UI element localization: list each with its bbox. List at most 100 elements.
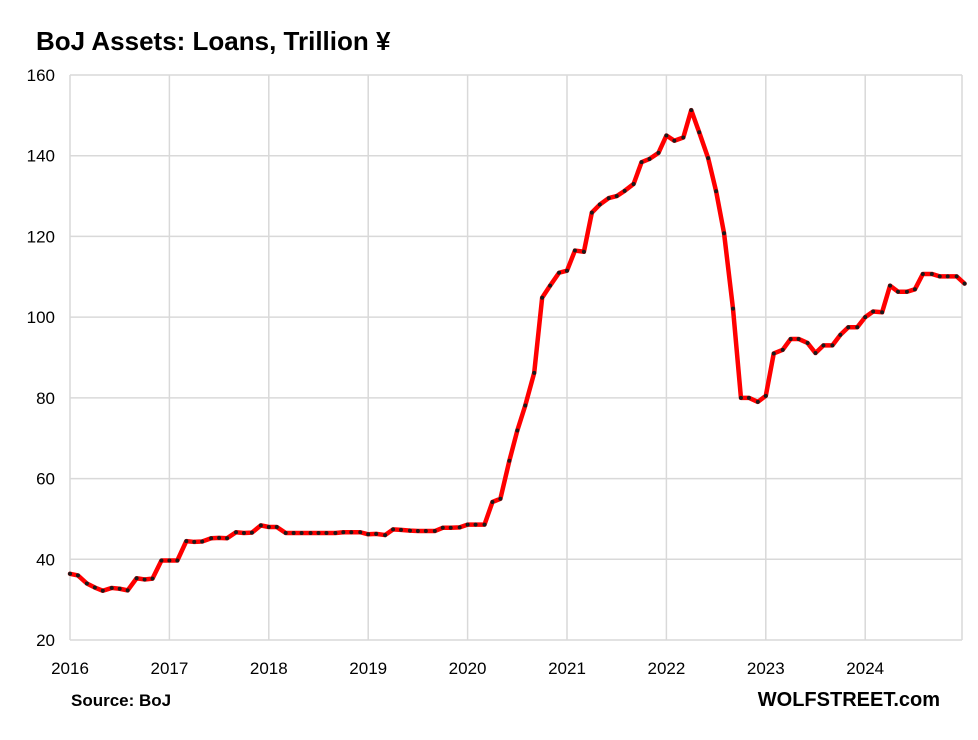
data-point — [589, 210, 594, 215]
x-tick-label: 2024 — [846, 659, 884, 678]
y-tick-label: 140 — [27, 147, 55, 166]
data-point — [482, 522, 487, 527]
series-line — [67, 107, 967, 594]
data-point — [68, 571, 72, 576]
data-point — [689, 108, 694, 113]
source-label: Source: BoJ — [71, 691, 171, 710]
data-point — [366, 532, 371, 537]
data-point — [557, 270, 562, 275]
data-point — [84, 581, 89, 586]
data-point — [515, 428, 520, 433]
data-point — [92, 585, 97, 590]
data-point — [448, 525, 453, 530]
data-point — [75, 573, 80, 578]
data-point — [100, 588, 105, 593]
data-point — [647, 156, 652, 161]
data-point — [457, 525, 462, 530]
data-point — [432, 529, 437, 534]
data-point — [316, 531, 321, 536]
data-point — [681, 135, 686, 140]
data-point — [391, 527, 396, 532]
data-point — [358, 530, 363, 535]
data-point — [597, 202, 602, 207]
data-point — [324, 531, 329, 536]
data-point — [763, 393, 768, 398]
y-tick-label: 120 — [27, 227, 55, 246]
x-tick-labels: 2016 2017 2018 2019 2020 2021 2022 2023 2024 — [51, 659, 884, 678]
x-tick-label: 2020 — [449, 659, 487, 678]
data-point — [606, 196, 611, 201]
chart-title: BoJ Assets: Loans, Trillion ¥ — [36, 26, 391, 56]
data-point — [714, 189, 719, 194]
data-point — [465, 522, 470, 527]
data-point — [383, 533, 388, 538]
data-point — [258, 523, 263, 528]
data-point — [821, 343, 826, 348]
data-point — [399, 527, 403, 532]
data-point — [697, 130, 702, 135]
data-point — [838, 332, 843, 337]
data-point — [771, 351, 776, 356]
data-point — [746, 395, 751, 400]
data-point — [423, 529, 428, 534]
x-tick-label: 2021 — [548, 659, 586, 678]
grid-lines — [69, 74, 963, 641]
data-point — [150, 576, 155, 581]
data-point — [159, 558, 164, 563]
data-point — [415, 529, 420, 534]
data-point — [241, 531, 246, 536]
data-point — [631, 181, 636, 186]
y-tick-label: 80 — [36, 389, 55, 408]
data-point — [780, 347, 785, 352]
x-tick-label: 2016 — [51, 659, 89, 678]
data-point — [937, 274, 942, 279]
data-point — [855, 325, 860, 330]
data-point — [672, 138, 677, 143]
data-point — [125, 588, 130, 593]
data-point — [722, 231, 727, 236]
brand-watermark: WOLFSTREET.com — [758, 689, 940, 711]
data-point — [572, 248, 577, 253]
y-tick-label: 40 — [36, 550, 55, 569]
data-point — [175, 558, 180, 563]
data-point — [912, 287, 917, 292]
y-tick-label: 160 — [27, 66, 55, 85]
data-point — [962, 281, 967, 286]
data-point — [341, 530, 346, 535]
data-point — [954, 274, 959, 279]
data-point — [200, 539, 205, 544]
data-point — [333, 531, 338, 536]
y-tick-label: 60 — [36, 470, 55, 489]
data-point — [283, 531, 288, 536]
data-point — [440, 525, 445, 530]
data-point — [540, 295, 545, 300]
data-point — [664, 133, 669, 138]
y-tick-labels: 20 40 60 80 100 120 140 160 — [27, 66, 55, 650]
data-point — [109, 585, 114, 590]
data-point — [532, 370, 537, 375]
data-point — [888, 283, 893, 288]
x-tick-label: 2017 — [150, 659, 188, 678]
x-tick-label: 2018 — [250, 659, 288, 678]
data-point-markers — [68, 108, 967, 593]
data-point — [523, 403, 528, 408]
data-point — [308, 531, 313, 536]
data-point — [349, 530, 354, 535]
data-point — [548, 283, 553, 288]
data-point — [117, 586, 122, 591]
data-point — [731, 306, 735, 311]
data-point — [134, 576, 139, 581]
data-point — [142, 577, 147, 582]
y-tick-label: 100 — [27, 308, 55, 327]
data-point — [266, 525, 271, 529]
data-point — [656, 150, 661, 155]
data-point — [871, 309, 876, 314]
data-point — [920, 271, 925, 276]
data-point — [706, 156, 711, 161]
data-point — [788, 336, 793, 341]
data-point — [407, 528, 412, 533]
data-point — [234, 530, 238, 535]
data-point — [945, 274, 950, 279]
data-point — [738, 395, 743, 400]
data-point — [880, 310, 885, 315]
